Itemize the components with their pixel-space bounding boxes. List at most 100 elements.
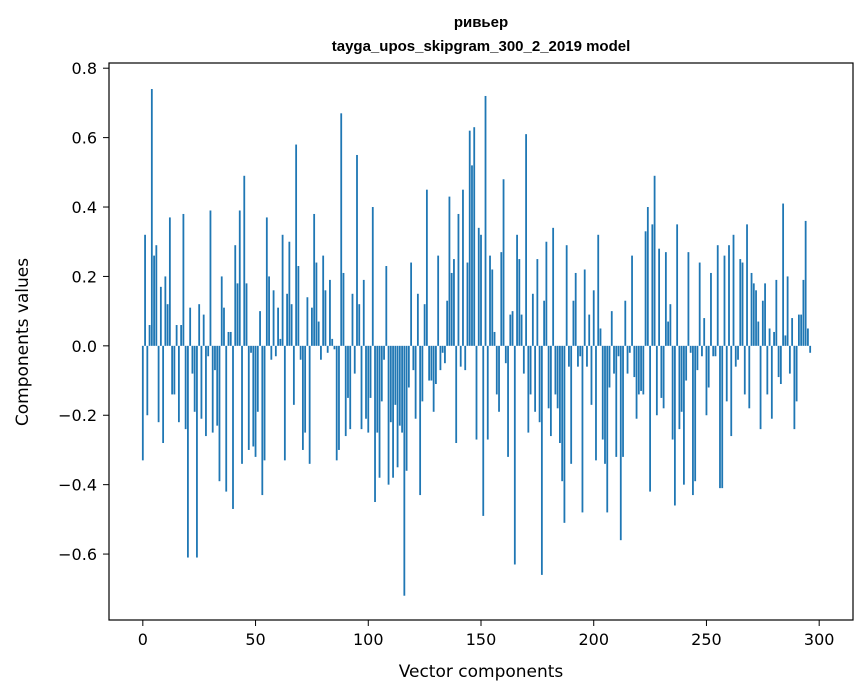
bar-190 [570, 345, 573, 464]
bar-112 [394, 345, 397, 405]
bar-104 [376, 345, 379, 433]
bar-285 [784, 335, 787, 346]
bar-94 [353, 345, 356, 374]
y-tick-label-1: −0.4 [58, 476, 97, 495]
bar-185 [559, 345, 561, 444]
y-axis-ticks: −0.6 −0.4 −0.2 0.0 0.2 0.4 0.6 0.8 [58, 59, 109, 564]
bar-179 [545, 241, 548, 346]
bar-74 [308, 345, 311, 464]
bar-256 [719, 345, 721, 489]
bar-254 [714, 345, 717, 357]
bar-33 [216, 345, 219, 426]
bar-242 [687, 252, 690, 346]
bar-39 [229, 331, 232, 346]
bar-82 [326, 345, 329, 353]
x-tick-label-3: 150 [466, 630, 497, 649]
x-tick-label-6: 300 [804, 630, 835, 649]
bar-73 [306, 297, 309, 346]
bar-132 [439, 345, 442, 371]
bar-251 [707, 345, 710, 388]
bar-215 [626, 345, 629, 374]
bar-238 [678, 345, 681, 430]
bar-121 [414, 345, 417, 419]
bar-131 [437, 255, 440, 346]
bar-258 [723, 255, 726, 346]
bar-204 [601, 345, 604, 440]
bar-120 [412, 345, 415, 371]
bar-72 [304, 345, 307, 433]
bar-296 [809, 345, 812, 353]
bar-205 [604, 345, 606, 464]
bar-237 [676, 224, 679, 346]
bar-96 [358, 304, 361, 346]
bar-288 [791, 318, 794, 346]
bar-226 [651, 224, 654, 346]
bar-159 [500, 252, 503, 346]
bar-264 [737, 345, 739, 360]
bar-182 [552, 227, 555, 346]
bar-46 [245, 283, 248, 346]
bar-245 [694, 345, 697, 482]
bar-188 [565, 245, 568, 346]
bar-108 [385, 266, 388, 346]
bar-217 [631, 255, 633, 346]
bar-270 [750, 272, 753, 346]
bar-228 [655, 345, 658, 416]
bar-191 [572, 300, 575, 346]
bar-66 [290, 304, 293, 346]
bar-145 [468, 130, 471, 346]
y-tick-label-2: −0.2 [58, 406, 97, 425]
bar-110 [389, 345, 392, 423]
bar-149 [477, 227, 480, 346]
bar-126 [425, 189, 428, 346]
bar-220 [637, 345, 640, 395]
bar-8 [159, 286, 162, 346]
bar-48 [250, 345, 252, 353]
bar-199 [590, 345, 593, 405]
x-axis-label: Vector components [399, 662, 564, 682]
bar-249 [703, 318, 706, 346]
bar-214 [624, 300, 627, 346]
bar-260 [728, 245, 730, 346]
bar-143 [464, 345, 467, 371]
bar-278 [768, 328, 771, 346]
bar-175 [536, 259, 539, 346]
bar-271 [752, 283, 755, 346]
bar-31 [211, 345, 214, 433]
bar-263 [734, 345, 737, 367]
bar-248 [701, 345, 703, 357]
bar-287 [788, 345, 791, 374]
bar-97 [360, 345, 363, 430]
bar-133 [441, 345, 444, 353]
bar-91 [347, 345, 349, 398]
bar-147 [473, 127, 476, 346]
bar-272 [755, 290, 757, 346]
bar-87 [338, 345, 340, 450]
bar-117 [405, 345, 408, 471]
bar-14 [173, 345, 176, 395]
bar-202 [597, 234, 600, 346]
bar-6 [155, 245, 158, 346]
bar-219 [635, 345, 638, 419]
bar-135 [446, 300, 449, 346]
bar-38 [227, 331, 230, 346]
bar-165 [513, 345, 516, 565]
bar-86 [335, 345, 338, 461]
bar-177 [540, 345, 543, 575]
bar-137 [450, 272, 453, 346]
bar-203 [599, 328, 602, 346]
bar-284 [782, 203, 785, 346]
bar-123 [419, 345, 422, 496]
bar-280 [773, 331, 775, 346]
bar-173 [531, 293, 534, 346]
bar-23 [193, 345, 196, 412]
bar-4 [150, 89, 153, 346]
bar-37 [225, 345, 228, 492]
bar-163 [509, 314, 512, 346]
bar-276 [764, 283, 766, 346]
bar-109 [387, 345, 390, 485]
bar-77 [315, 262, 318, 346]
bar-208 [610, 311, 613, 346]
bar-138 [453, 259, 455, 346]
